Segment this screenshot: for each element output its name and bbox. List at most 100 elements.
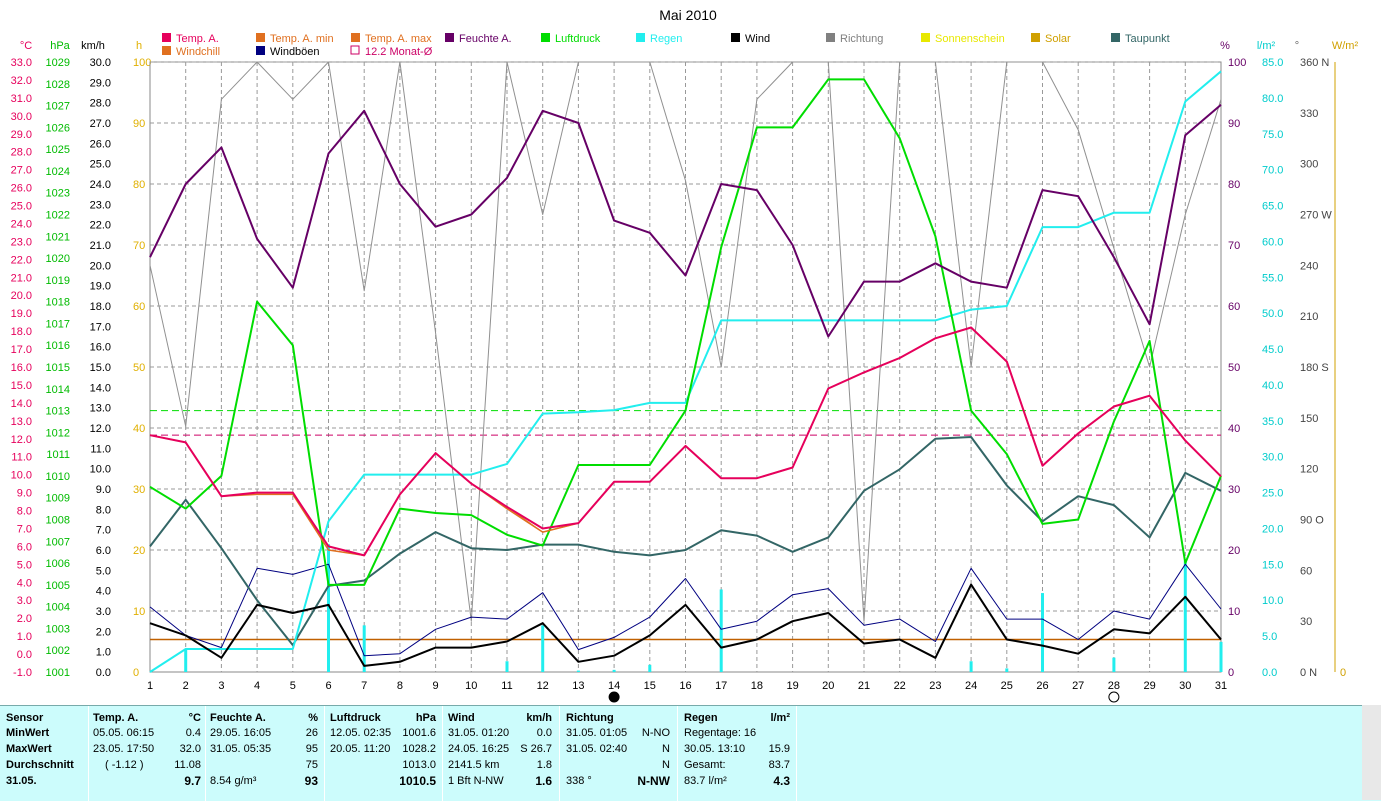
legend-swatch (162, 33, 171, 42)
temp-tick: 9.0 (17, 488, 32, 500)
chart-axes: °C hPa km/h h% l/m² ° W/m² -1.0 0.0 1.0 2.0 3.0 4.0 5… (11, 40, 1359, 692)
wind-tick: 21.0 (90, 240, 111, 252)
legend-swatch (731, 33, 740, 42)
x-tick: 10 (465, 680, 477, 692)
rain-bar (362, 625, 366, 672)
hum-stats-value: 75 (305, 759, 318, 771)
solar-tick: 0 (1340, 667, 1346, 679)
stats-sensor-header: Sensor (6, 712, 44, 724)
legend-item2-0: Windchill (176, 46, 220, 58)
wind-stats-value: S 26.7 (520, 743, 552, 755)
unit-solar: W/m² (1332, 40, 1359, 52)
legend-swatch (256, 33, 265, 42)
temp-stats-note: 05.05. 06:15 (93, 727, 155, 739)
stats-hum: Feuchte A.% 29.05. 16:05 26 31.05. 05:35 95 7… (210, 706, 318, 801)
rain-tick: 40.0 (1262, 380, 1283, 392)
legend-swatch (636, 33, 645, 42)
hum-tick: 80 (1228, 179, 1240, 191)
wind-tick: 23.0 (90, 199, 111, 211)
legend-swatch (1111, 33, 1120, 42)
hum-tick: 0 (1228, 667, 1234, 679)
hum-stats-note: 29.05. 16:05 (210, 727, 272, 739)
x-tick: 26 (1036, 680, 1048, 692)
temp-tick: 11.0 (11, 452, 32, 464)
sun-tick: 50 (133, 362, 145, 374)
dir-tick: 0 N (1300, 667, 1317, 679)
wind-tick: 20.0 (90, 260, 111, 272)
wind-tick: 15.0 (90, 362, 111, 374)
rain-bar (612, 669, 616, 672)
press-tick: 1023 (46, 188, 70, 200)
rain-bar (184, 649, 188, 672)
press-tick: 1013 (46, 406, 70, 418)
temp-tick: 1.0 (17, 631, 32, 643)
wind-tick: 0.0 (96, 667, 111, 679)
dir-tick: 90 O (1300, 515, 1324, 527)
temp-tick: 26.0 (11, 183, 32, 195)
series-luftdruck (149, 78, 1222, 586)
sun-tick: 60 (133, 301, 145, 313)
stats-label-min: MinWert (6, 727, 50, 739)
hum-tick: 10 (1228, 606, 1240, 618)
press-tick: 1019 (46, 275, 70, 287)
rain-bars (184, 544, 1223, 672)
wind-tick: 30.0 (90, 57, 111, 69)
temp-tick: 21.0 (11, 272, 32, 284)
temp-tick: 28.0 (11, 147, 32, 159)
x-tick: 14 (608, 680, 620, 692)
press-stats-value: 1001.6 (402, 727, 436, 739)
x-tick: 2 (183, 680, 189, 692)
wind-tick: 5.0 (96, 565, 111, 577)
stats-rain: Regen l/m² Regentage: 16 30.05. 13:10 15.9 Ge… (684, 706, 790, 801)
x-tick: 21 (858, 680, 870, 692)
press-stats-note: 12.05. 02:35 (330, 727, 392, 739)
dir-tick: 360 N (1300, 57, 1329, 69)
temp-tick: 13.0 (11, 416, 32, 428)
rain-bar (969, 661, 973, 672)
unit-sun: h (136, 40, 142, 52)
legend-swatch (541, 33, 550, 42)
rain-tick: 15.0 (1262, 559, 1283, 571)
unit-press: hPa (50, 40, 70, 52)
press-tick: 1007 (46, 536, 70, 548)
legend-swatch (162, 46, 171, 55)
sun-tick: 0 (133, 667, 139, 679)
wind-stats-value: 1.8 (536, 759, 552, 771)
hum-stats-unit: % (308, 712, 318, 724)
hum-stats-note: 31.05. 05:35 (210, 743, 272, 755)
wind-stats-note: 2141.5 km (448, 759, 500, 771)
dir-tick: 180 S (1300, 362, 1329, 374)
hum-tick: 70 (1228, 240, 1240, 252)
legend-item-10: Taupunkt (1125, 33, 1170, 45)
rain-stats-header: Regen (684, 712, 718, 724)
stats-temp: Temp. A. °C 05.05. 06:15 0.4 23.05. 17:50 32.… (93, 706, 201, 801)
rain-bar (327, 544, 330, 672)
legend-item-1: Temp. A. min (270, 33, 334, 45)
x-tick: 7 (361, 680, 367, 692)
rain-stats-note: Gesamt: (684, 759, 726, 771)
x-tick: 23 (929, 680, 941, 692)
press-tick: 1017 (46, 318, 70, 330)
temp-stats-header: Temp. A. (93, 712, 139, 724)
legend-swatch (256, 46, 265, 55)
wind-tick: 22.0 (90, 220, 111, 232)
hum-tick: 40 (1228, 423, 1240, 435)
unit-hum: % (1220, 40, 1230, 52)
rain-tick: 25.0 (1262, 488, 1283, 500)
dir-stats-value: N (662, 759, 670, 771)
legend-item-5: Regen (650, 33, 682, 45)
temp-stats-value: 9.7 (184, 774, 201, 788)
wind-tick: 27.0 (90, 118, 111, 130)
rain-tick: 60.0 (1262, 236, 1283, 248)
press-tick: 1002 (46, 645, 70, 657)
x-tick: 17 (715, 680, 727, 692)
x-tick: 13 (572, 680, 584, 692)
hum-tick: 20 (1228, 545, 1240, 557)
press-stats-value: 1028.2 (402, 743, 436, 755)
temp-tick: 18.0 (11, 326, 32, 338)
rain-tick: 65.0 (1262, 201, 1283, 213)
x-tick: 25 (1001, 680, 1013, 692)
dir-tick: 150 (1300, 413, 1318, 425)
legend-item-0: Temp. A. (176, 33, 219, 45)
rain-tick: 85.0 (1262, 57, 1283, 69)
